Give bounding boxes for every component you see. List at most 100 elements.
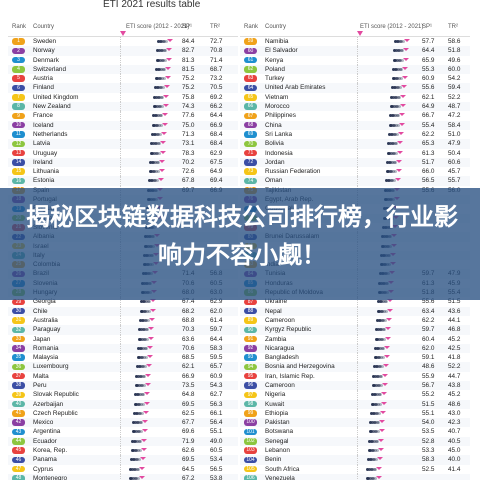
table-row: 63 Turkey 60.9 54.2 (240, 74, 470, 84)
trend-dot (131, 430, 135, 434)
sp-score: 74.3 (182, 103, 195, 111)
trend-dot (374, 411, 378, 415)
trend-dot (153, 95, 157, 99)
country-name: Romania (33, 344, 59, 352)
table-row: 16 Estonia 67.8 69.4 (8, 176, 238, 186)
score-marker (148, 327, 155, 331)
table-row: 11 Netherlands 71.3 68.4 (8, 129, 238, 140)
trend-dot (373, 430, 377, 434)
table-row: 96 Cameroon 56.7 43.8 (240, 380, 470, 391)
trend-dot (157, 105, 161, 109)
trend-dot (145, 346, 149, 350)
rank-badge: 35 (12, 354, 25, 361)
trend-dot (392, 86, 396, 90)
trend-dot (153, 142, 157, 146)
trend-dot (400, 40, 404, 43)
trend-dot (137, 449, 140, 453)
trend-dot (145, 337, 149, 341)
tr-score: 62.9 (210, 149, 223, 157)
trend-dot (157, 77, 161, 81)
sp-score: 55.2 (422, 391, 435, 399)
country-name: Cameroon (265, 381, 295, 389)
trend-dot (154, 77, 158, 81)
eti-trend-plot (357, 176, 414, 186)
trend-dot (373, 402, 377, 406)
sp-score: 59.1 (422, 354, 435, 362)
trend-dot (143, 346, 147, 350)
sp-score: 62.6 (182, 447, 195, 455)
score-marker (165, 66, 172, 70)
sp-score: 61.3 (422, 149, 435, 157)
trend-dot (395, 67, 399, 71)
score-marker (401, 76, 408, 80)
score-marker (159, 150, 166, 154)
trend-dot (397, 40, 401, 43)
country-name: Argentina (33, 428, 61, 436)
trend-dot (142, 346, 145, 350)
trend-dot (373, 458, 377, 462)
table-header: Rank Country ETI score (2012 - 2021) SP¹… (8, 20, 238, 37)
trend-dot (391, 160, 394, 164)
trend-dot (142, 337, 146, 341)
country-name: Czech Republic (33, 409, 78, 417)
rank-badge: 32 (12, 326, 25, 333)
trend-dot (377, 318, 381, 322)
trend-dot (132, 467, 136, 471)
rank-badge: 70 (244, 140, 257, 148)
trend-dot (156, 77, 160, 81)
trend-dot (156, 49, 160, 53)
country-name: Chile (33, 307, 48, 315)
table-row: 32 Paraguay 70.3 59.7 (8, 325, 238, 335)
eti-trend-plot (120, 399, 177, 409)
score-marker (380, 401, 387, 405)
trend-dot (143, 356, 146, 360)
trend-dot (388, 132, 391, 136)
trend-dot (370, 449, 374, 453)
tr-score: 71.4 (210, 56, 223, 64)
score-marker (403, 48, 410, 52)
table-row: 106 Venezuela (240, 473, 470, 480)
trend-dot (387, 160, 391, 164)
trend-dot (165, 40, 168, 43)
table-row: 62 Poland 55.3 60.0 (240, 64, 470, 75)
trend-dot (154, 86, 157, 90)
eti-trend-plot (357, 371, 414, 381)
sp-score: 81.3 (182, 56, 195, 64)
sp-score: 78.3 (182, 149, 195, 157)
trend-dot (386, 160, 390, 164)
trend-dot (158, 67, 162, 71)
trend-dot (376, 318, 379, 322)
score-marker (384, 345, 391, 349)
trend-dot (151, 132, 154, 136)
trend-dot (155, 67, 159, 71)
trend-dot (385, 170, 389, 174)
trend-dot (138, 328, 142, 332)
trend-dot (382, 300, 385, 304)
country-name: Norway (33, 47, 55, 55)
rank-badge: 103 (244, 447, 257, 454)
trend-dot (393, 170, 397, 174)
score-marker (147, 345, 154, 349)
trend-dot (147, 309, 151, 313)
score-marker (164, 76, 171, 80)
trend-dot (164, 49, 168, 53)
score-marker (399, 104, 406, 108)
table-row: 98 Kuwait 51.5 48.6 (240, 399, 470, 409)
trend-dot (158, 123, 161, 127)
header-rank: Rank (12, 24, 27, 30)
country-name: Ecuador (33, 437, 57, 445)
trend-dot (134, 439, 138, 443)
trend-dot (156, 151, 160, 155)
trend-dot (157, 151, 161, 155)
score-marker (377, 448, 384, 452)
score-marker (378, 429, 385, 433)
header-eti: ETI score (2012 - 2021) (126, 24, 190, 30)
score-marker (399, 113, 406, 117)
tr-score: 67.5 (210, 158, 223, 166)
trend-dot (367, 458, 370, 462)
trend-dot (389, 132, 393, 136)
table-row: 104 Benin 58.3 40.0 (240, 455, 470, 465)
country-name: Kenya (265, 56, 284, 64)
trend-dot (391, 86, 394, 90)
table-row: 39 Slovak Republic 64.8 62.7 (8, 390, 238, 400)
